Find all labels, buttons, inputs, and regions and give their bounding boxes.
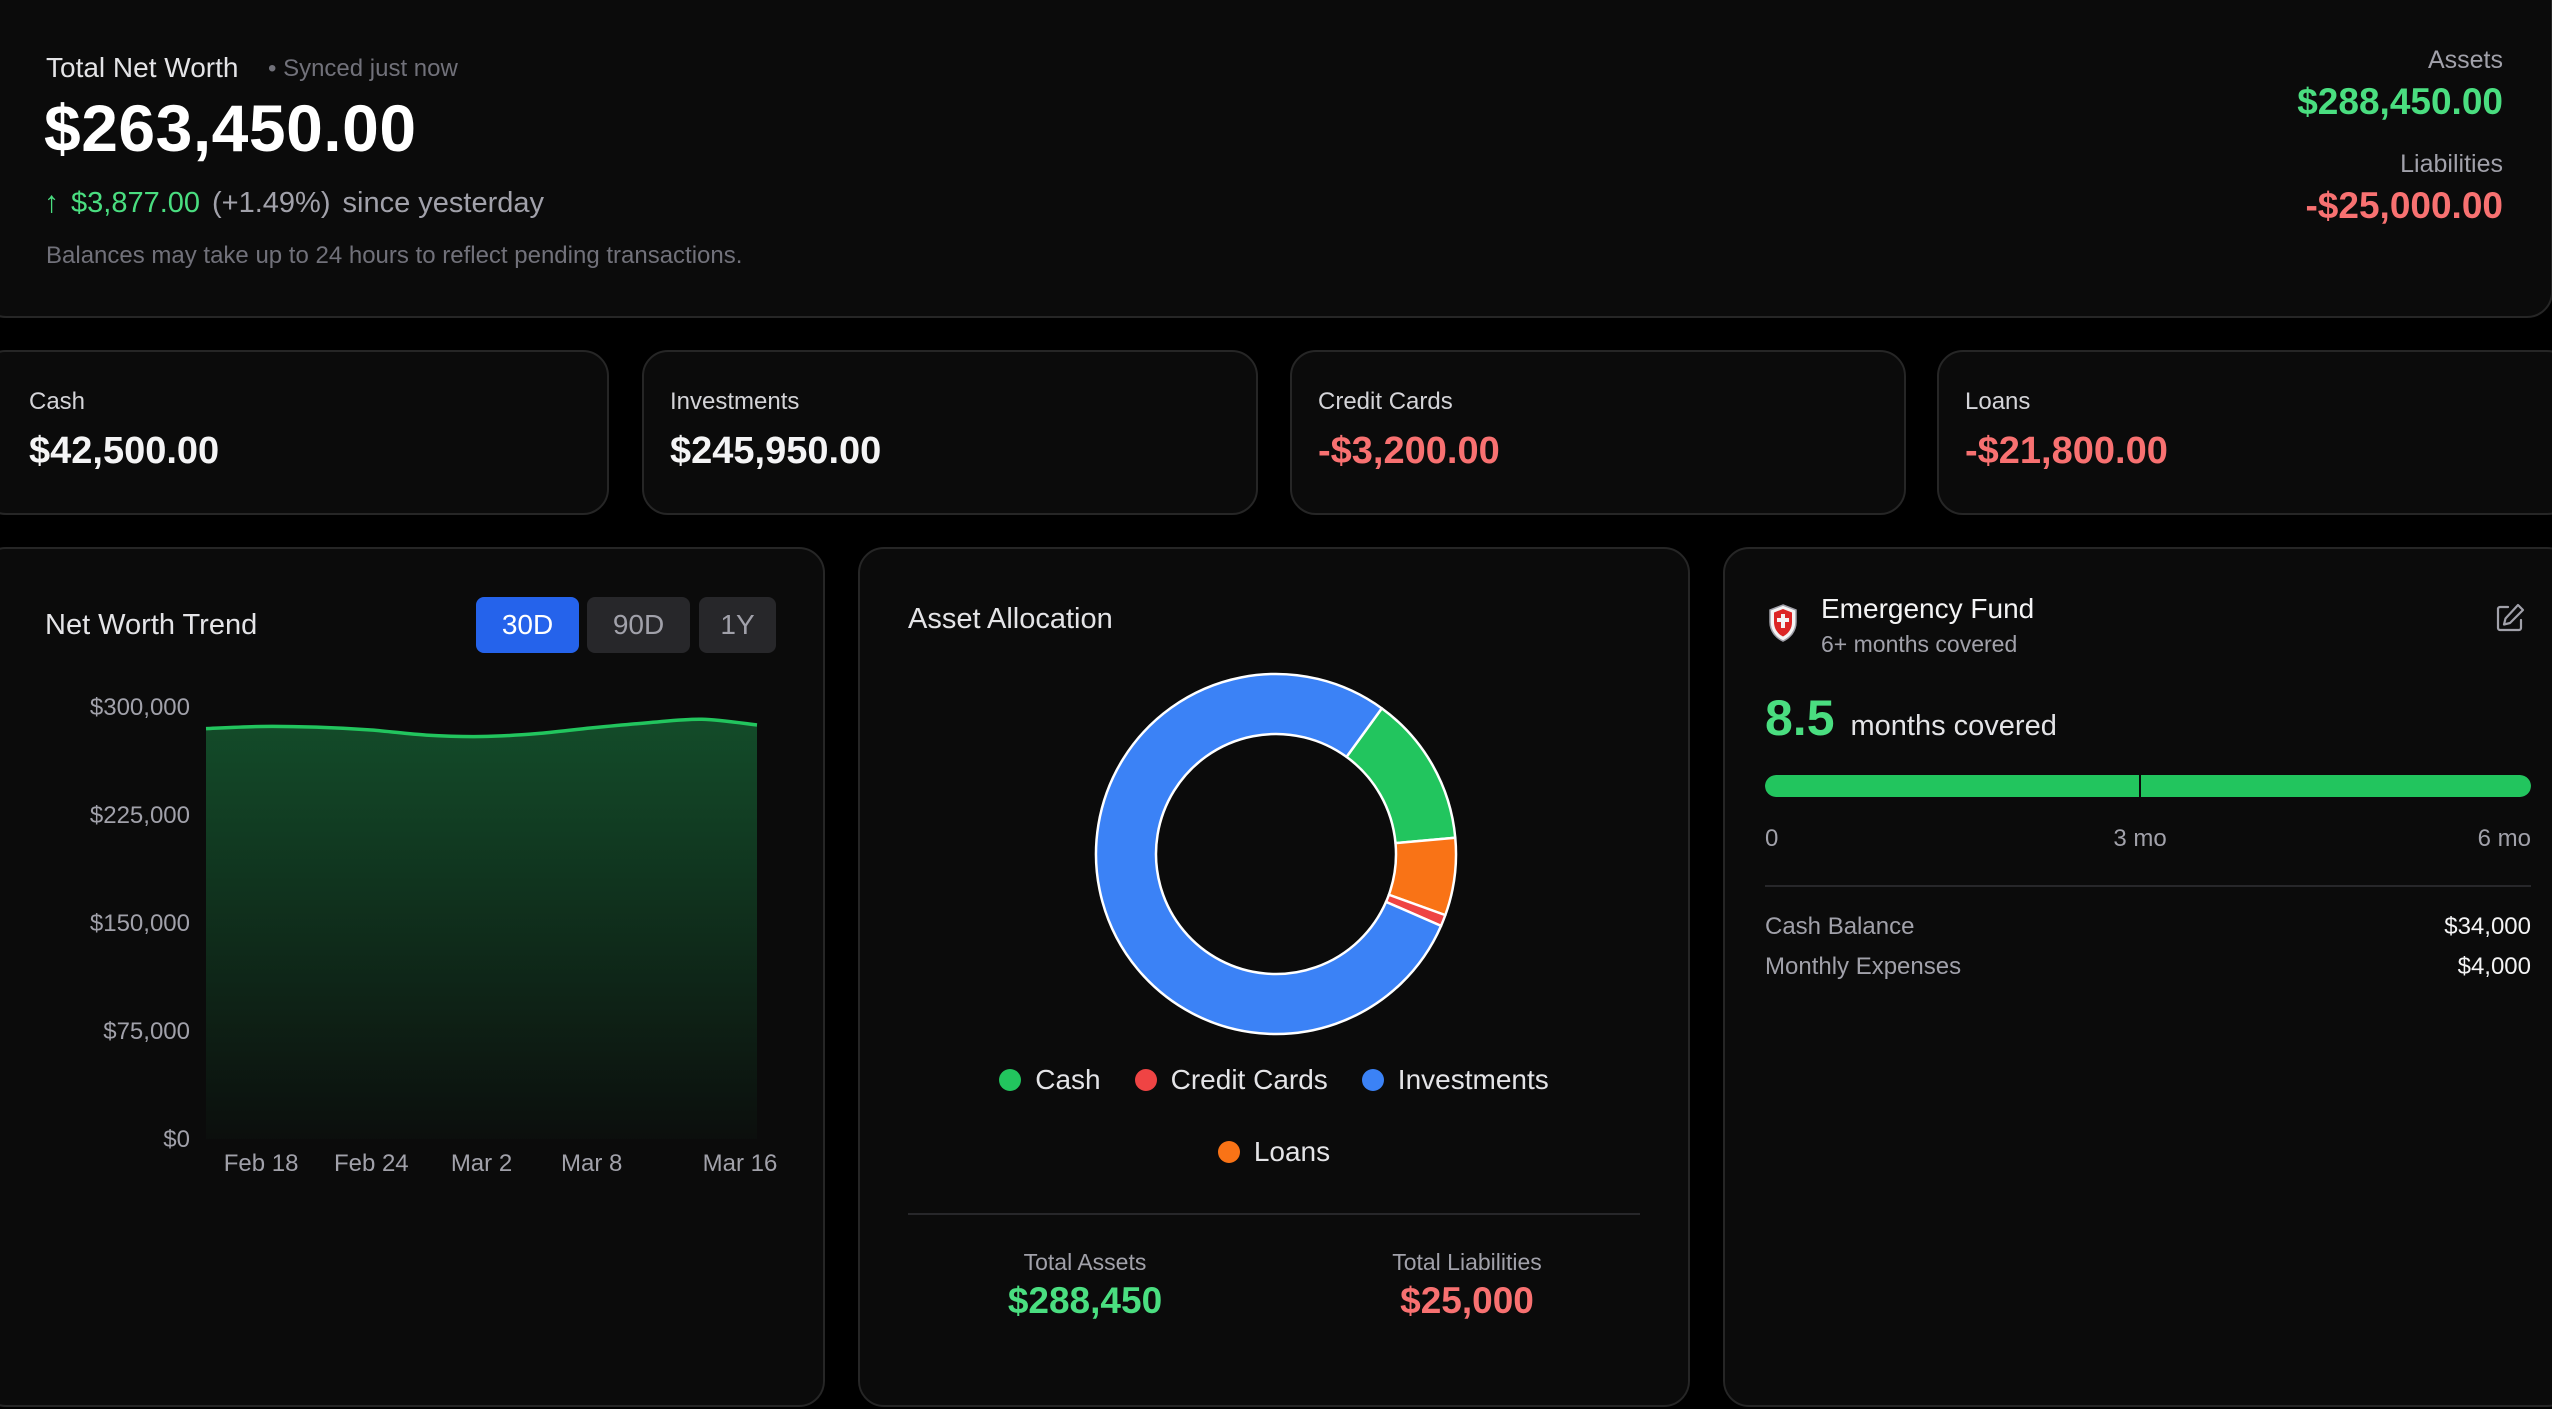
y-tick-label: $150,000	[90, 910, 190, 937]
net-worth-trend-card: Net Worth Trend 30D 90D 1Y $300,000 $225,…	[0, 547, 825, 1407]
emergency-divider	[1765, 885, 2531, 887]
legend-item-cash[interactable]: Cash	[999, 1064, 1101, 1096]
coverage-tick-end: 6 mo	[2477, 825, 2531, 852]
months-covered-value: 8.5	[1765, 690, 1835, 746]
change-amount: $3,877.00	[71, 186, 201, 219]
monthly-expenses-value: $4,000	[2457, 953, 2531, 980]
assets-label: Assets	[2427, 46, 2503, 74]
y-tick-label: $225,000	[90, 802, 190, 829]
total-liabilities: Total Liabilities $25,000	[1297, 1249, 1637, 1322]
liabilities-value: -$25,000.00	[2305, 185, 2503, 226]
total-assets-label: Total Assets	[1023, 1249, 1147, 1275]
summary-card-credit-cards[interactable]: Credit Cards -$3,200.00	[1290, 350, 1906, 515]
liabilities-label: Liabilities	[2400, 150, 2503, 178]
summary-value: $42,500.00	[29, 430, 220, 472]
y-tick-label: $75,000	[103, 1018, 190, 1045]
trend-title: Net Worth Trend	[45, 609, 258, 641]
range-30d-button[interactable]: 30D	[476, 597, 579, 653]
coverage-midpoint-marker	[2139, 775, 2141, 797]
net-worth-trend-chart: $300,000 $225,000 $150,000 $75,000 $0 Feb 18 F…	[90, 694, 778, 1177]
legend-item-investments[interactable]: Investments	[1361, 1064, 1549, 1096]
legend-item-loans[interactable]: Loans	[1217, 1136, 1331, 1168]
total-liabilities-label: Total Liabilities	[1392, 1249, 1542, 1275]
summary-card-cash[interactable]: Cash $42,500.00	[0, 350, 609, 515]
coverage-tick-start: 0	[1765, 825, 1779, 852]
liabilities-summary: Liabilities -$25,000.00	[2305, 150, 2503, 227]
total-liabilities-value: $25,000	[1400, 1280, 1534, 1321]
emergency-fund-title: Emergency Fund	[1821, 593, 2035, 624]
assets-value: $288,450.00	[2297, 81, 2503, 122]
y-tick-label: $300,000	[90, 694, 190, 721]
x-tick-label: Feb 24	[334, 1150, 409, 1177]
net-worth-title: Total Net Worth	[46, 52, 239, 83]
legend-item-credit-cards[interactable]: Credit Cards	[1134, 1064, 1328, 1096]
legend-label: Loans	[1253, 1136, 1331, 1167]
sync-status: • Synced just now	[268, 55, 458, 82]
emergency-fund-subtitle: 6+ months covered	[1821, 631, 2018, 657]
monthly-expenses-label: Monthly Expenses	[1765, 953, 1962, 980]
legend-swatch	[999, 1069, 1022, 1091]
months-covered: 8.5 months covered	[1765, 689, 2057, 747]
cash-balance-row: Cash Balance $34,000	[1765, 913, 2531, 941]
allocation-title: Asset Allocation	[908, 603, 1113, 635]
legend-label: Cash	[1035, 1064, 1101, 1095]
x-tick-label: Mar 8	[561, 1150, 622, 1177]
summary-card-investments[interactable]: Investments $245,950.00	[642, 350, 1258, 515]
summary-value: -$21,800.00	[1965, 430, 2168, 472]
coverage-progress-fill	[1765, 775, 2531, 797]
summary-card-loans[interactable]: Loans -$21,800.00	[1937, 350, 2552, 515]
arrow-up-icon: ↑	[44, 186, 59, 219]
legend-swatch	[1134, 1069, 1157, 1091]
net-worth-amount: $263,450.00	[44, 91, 417, 165]
legend-swatch	[1217, 1141, 1240, 1163]
coverage-tick-mid: 3 mo	[2113, 825, 2167, 852]
months-covered-label: months covered	[1850, 710, 2057, 742]
coverage-progress-bar	[1765, 775, 2531, 797]
summary-label: Cash	[29, 388, 86, 415]
x-tick-label: Mar 2	[451, 1150, 512, 1177]
emergency-fund-card: Emergency Fund 6+ months covered 8.5 mon…	[1723, 547, 2552, 1407]
legend-swatch	[1361, 1069, 1384, 1091]
cash-balance-value: $34,000	[2444, 913, 2531, 940]
change-suffix: since yesterday	[342, 186, 545, 219]
x-tick-label: Feb 18	[224, 1150, 299, 1177]
trend-area-fill	[206, 719, 757, 1139]
change-percent: (+1.49%)	[212, 186, 331, 219]
net-worth-change: ↑ $3,877.00 (+1.49%) since yesterday	[44, 186, 544, 220]
summary-label: Loans	[1965, 388, 2031, 415]
range-1y-button[interactable]: 1Y	[699, 597, 776, 653]
summary-value: $245,950.00	[670, 430, 882, 472]
legend-label: Investments	[1397, 1064, 1549, 1095]
monthly-expenses-row: Monthly Expenses $4,000	[1765, 953, 2531, 981]
pending-note: Balances may take up to 24 hours to refl…	[46, 242, 743, 269]
legend-label: Credit Cards	[1170, 1064, 1328, 1095]
total-assets-value: $288,450	[1007, 1280, 1163, 1321]
range-90d-button[interactable]: 90D	[587, 597, 690, 653]
edit-icon[interactable]	[2493, 601, 2527, 635]
trend-line	[205, 717, 758, 739]
donut-slice-investments[interactable]	[1094, 672, 1443, 1036]
summary-value: -$3,200.00	[1318, 430, 1500, 472]
asset-allocation-card: Asset Allocation Cash Credit Cards Inves…	[858, 547, 1690, 1407]
shield-icon	[1769, 604, 1797, 642]
summary-label: Investments	[670, 388, 800, 415]
net-worth-header: Total Net Worth • Synced just now $263,4…	[0, 0, 2552, 318]
assets-summary: Assets $288,450.00	[2297, 46, 2503, 123]
x-tick-label: Mar 16	[703, 1150, 778, 1177]
asset-allocation-donut	[1094, 672, 1458, 1036]
cash-balance-label: Cash Balance	[1765, 913, 1915, 940]
summary-label: Credit Cards	[1318, 388, 1453, 415]
y-tick-label: $0	[163, 1126, 190, 1153]
allocation-divider	[908, 1213, 1640, 1215]
allocation-legend: Cash Credit Cards Investments	[860, 1064, 1688, 1096]
allocation-legend-row2: Loans	[860, 1136, 1688, 1168]
total-assets: Total Assets $288,450	[915, 1249, 1255, 1322]
